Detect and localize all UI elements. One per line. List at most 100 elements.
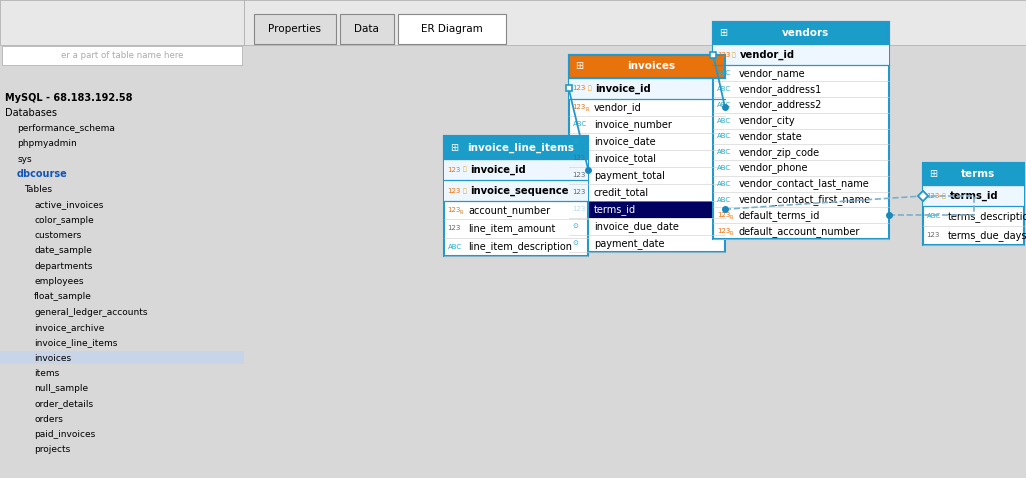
Text: customers: customers xyxy=(34,231,81,240)
Text: vendor_address2: vendor_address2 xyxy=(739,99,822,110)
Text: 🔑: 🔑 xyxy=(463,188,466,194)
Text: 123: 123 xyxy=(717,52,731,58)
Text: Databases: Databases xyxy=(5,109,56,118)
Text: line_item_description: line_item_description xyxy=(469,241,573,252)
Text: ABC: ABC xyxy=(717,165,732,171)
FancyBboxPatch shape xyxy=(0,351,244,364)
FancyBboxPatch shape xyxy=(922,163,1024,185)
Text: invoice_sequence: invoice_sequence xyxy=(470,185,568,196)
Text: credit_total: credit_total xyxy=(594,187,648,198)
Text: invoice_number: invoice_number xyxy=(594,119,672,130)
Text: vendor_id: vendor_id xyxy=(594,102,641,113)
Text: invoices: invoices xyxy=(628,62,675,71)
Text: 123: 123 xyxy=(447,207,461,213)
Text: ABC: ABC xyxy=(717,118,732,124)
Text: ⊙: ⊙ xyxy=(573,223,579,229)
Text: invoice_total: invoice_total xyxy=(594,153,656,164)
Text: ABC: ABC xyxy=(717,133,732,140)
Text: 123: 123 xyxy=(573,86,586,91)
Text: 123: 123 xyxy=(447,167,461,173)
Text: ABC: ABC xyxy=(717,149,732,155)
Text: Tables: Tables xyxy=(25,185,52,194)
Text: 🔑: 🔑 xyxy=(463,167,466,173)
FancyBboxPatch shape xyxy=(443,136,588,159)
Text: 123: 123 xyxy=(573,172,586,178)
Text: 🔑: 🔑 xyxy=(588,86,591,91)
Text: invoice_due_date: invoice_due_date xyxy=(594,221,678,232)
Text: null_sample: null_sample xyxy=(34,384,88,393)
FancyBboxPatch shape xyxy=(443,159,588,180)
Text: invoice_archive: invoice_archive xyxy=(34,323,105,332)
Text: R: R xyxy=(729,230,733,236)
Text: 123: 123 xyxy=(447,188,461,194)
Text: ABC: ABC xyxy=(717,102,732,108)
Text: paid_invoices: paid_invoices xyxy=(34,430,95,439)
Text: terms_id: terms_id xyxy=(949,191,998,201)
Text: ER Diagram: ER Diagram xyxy=(422,24,483,34)
Text: ABC: ABC xyxy=(926,213,941,219)
Text: invoice_line_items: invoice_line_items xyxy=(34,338,118,347)
FancyBboxPatch shape xyxy=(568,78,725,99)
Text: orders: orders xyxy=(34,415,63,424)
Text: line_item_amount: line_item_amount xyxy=(469,223,556,234)
FancyBboxPatch shape xyxy=(568,55,725,251)
Text: vendor_city: vendor_city xyxy=(739,115,795,126)
Text: terms_due_days: terms_due_days xyxy=(948,230,1026,240)
Text: invoice_line_items: invoice_line_items xyxy=(467,142,575,153)
Text: terms: terms xyxy=(961,169,995,179)
Text: ⊙: ⊙ xyxy=(573,138,579,144)
FancyBboxPatch shape xyxy=(922,163,1024,245)
Text: invoice_date: invoice_date xyxy=(594,136,656,147)
FancyBboxPatch shape xyxy=(568,201,725,217)
Text: vendor_name: vendor_name xyxy=(739,68,805,79)
Text: vendor_contact_first_name: vendor_contact_first_name xyxy=(739,194,870,205)
Text: sys: sys xyxy=(17,155,32,163)
Text: 🔑: 🔑 xyxy=(942,193,945,199)
Text: ABC: ABC xyxy=(717,196,732,203)
Text: vendor_state: vendor_state xyxy=(739,131,802,142)
Text: ⊞: ⊞ xyxy=(575,62,583,71)
Text: 🔑: 🔑 xyxy=(732,52,736,58)
Text: color_sample: color_sample xyxy=(34,216,94,225)
Text: terms_description: terms_description xyxy=(948,211,1026,221)
Text: R: R xyxy=(585,107,589,112)
Text: default_account_number: default_account_number xyxy=(739,226,860,237)
FancyBboxPatch shape xyxy=(2,46,242,65)
FancyBboxPatch shape xyxy=(253,14,336,44)
Text: ABC: ABC xyxy=(447,244,462,250)
Text: invoices: invoices xyxy=(34,354,72,362)
Text: invoice_id: invoice_id xyxy=(470,164,526,175)
Text: departments: departments xyxy=(34,262,92,271)
Text: ⊞: ⊞ xyxy=(930,169,937,179)
Text: vendor_id: vendor_id xyxy=(740,50,795,60)
Text: ABC: ABC xyxy=(717,181,732,187)
Text: 123: 123 xyxy=(717,212,731,218)
Text: 123: 123 xyxy=(926,232,940,238)
Text: active_invoices: active_invoices xyxy=(34,201,104,209)
FancyBboxPatch shape xyxy=(713,22,890,239)
Text: vendors: vendors xyxy=(782,28,830,38)
Text: float_sample: float_sample xyxy=(34,293,92,301)
Text: 123: 123 xyxy=(447,226,461,231)
FancyBboxPatch shape xyxy=(341,14,394,44)
FancyBboxPatch shape xyxy=(713,44,890,65)
Text: ABC: ABC xyxy=(717,86,732,92)
Text: 123: 123 xyxy=(573,155,586,162)
Text: MySQL - 68.183.192.58: MySQL - 68.183.192.58 xyxy=(5,93,132,103)
Text: 123: 123 xyxy=(573,189,586,196)
Text: Data: Data xyxy=(355,24,380,34)
Text: order_details: order_details xyxy=(34,400,93,408)
Text: ⊞: ⊞ xyxy=(719,28,727,38)
Text: vendor_zip_code: vendor_zip_code xyxy=(739,147,820,158)
Text: vendor_phone: vendor_phone xyxy=(739,163,807,174)
Text: 123: 123 xyxy=(717,228,731,234)
Text: 123: 123 xyxy=(573,206,586,212)
Text: projects: projects xyxy=(34,445,71,454)
Text: er a part of table name here: er a part of table name here xyxy=(61,51,184,60)
FancyBboxPatch shape xyxy=(922,185,1024,206)
Text: Properties: Properties xyxy=(268,24,321,34)
Text: 123: 123 xyxy=(573,104,586,110)
Text: vendor_contact_last_name: vendor_contact_last_name xyxy=(739,178,869,189)
Text: R: R xyxy=(729,215,733,220)
FancyBboxPatch shape xyxy=(398,14,506,44)
